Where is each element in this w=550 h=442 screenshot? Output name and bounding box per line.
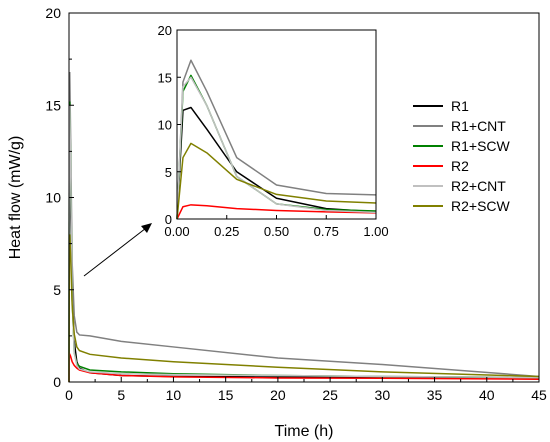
y-tick-label: 20: [45, 5, 61, 21]
y-tick-label: 0: [53, 374, 61, 390]
y-tick-label: 10: [45, 190, 61, 206]
legend-label: R1+CNT: [451, 118, 506, 134]
inset-y-tick-label: 0: [165, 212, 172, 227]
main-plot-series: [68, 72, 540, 383]
inset-y-tick-label: 20: [158, 23, 172, 38]
x-tick-label: 30: [375, 387, 391, 403]
inset-x-tick-label: 0.50: [264, 224, 289, 239]
legend: R1 R1+CNT R1+SCW R2 R2+CNT R2+SCW: [413, 98, 511, 214]
x-tick-label: 10: [166, 387, 182, 403]
inset-x-tick-label: 0.25: [214, 224, 239, 239]
inset-axis-ticks: 0.00 0.25 0.50 0.75 1.00 0 5 10 15 20: [158, 23, 389, 239]
inset-background: [177, 30, 376, 219]
inset-plot-series: [176, 59, 377, 220]
x-tick-label: 35: [427, 387, 443, 403]
series-line-main: [68, 351, 540, 383]
inset-x-tick-label: 1.00: [363, 224, 388, 239]
x-tick-label: 5: [117, 387, 125, 403]
series-line-main: [68, 234, 540, 383]
series-line-inset: [176, 76, 377, 220]
x-tick-label: 40: [479, 387, 495, 403]
x-tick-label: 45: [531, 387, 547, 403]
y-tick-label: 15: [45, 97, 61, 113]
legend-label: R1: [451, 98, 469, 114]
legend-label: R1+SCW: [451, 138, 511, 154]
series-line-main: [68, 105, 540, 383]
main-axis-ticks: 0 5 10 15 20 25 30 35 40 45 0 5 10 15 20: [45, 5, 547, 403]
inset-y-tick-label: 15: [158, 70, 172, 85]
x-tick-label: 25: [322, 387, 338, 403]
series-line-inset: [176, 106, 377, 220]
inset-y-tick-label: 10: [158, 118, 172, 133]
x-tick-label: 20: [270, 387, 286, 403]
x-tick-label: 15: [218, 387, 234, 403]
y-tick-label: 5: [53, 282, 61, 298]
inset-y-tick-label: 5: [165, 165, 172, 180]
series-line-main: [68, 72, 540, 383]
inset-x-tick-label: 0.75: [314, 224, 339, 239]
y-axis-title: Heat flow (mW/g): [7, 136, 24, 260]
inset-plot: 0.00 0.25 0.50 0.75 1.00 0 5 10 15 20: [158, 23, 389, 239]
legend-label: R2+SCW: [451, 198, 511, 214]
zoom-arrow: [83, 223, 152, 277]
series-line-inset: [176, 204, 377, 220]
x-tick-label: 0: [65, 387, 73, 403]
x-axis-title: Time (h): [275, 423, 334, 440]
series-line-inset: [176, 59, 377, 220]
legend-label: R2+CNT: [451, 178, 506, 194]
series-line-inset: [176, 142, 377, 220]
inset-x-tick-label: 0.00: [164, 224, 189, 239]
legend-label: R2: [451, 158, 469, 174]
